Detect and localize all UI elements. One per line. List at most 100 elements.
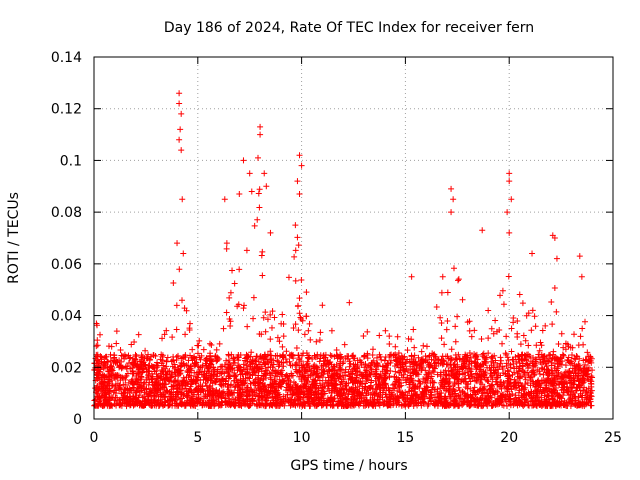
data-point [497, 292, 504, 299]
data-point [550, 388, 557, 395]
data-point [267, 348, 274, 355]
data-point [488, 382, 495, 389]
data-point [178, 147, 185, 154]
data-point [173, 326, 180, 333]
data-point [549, 321, 556, 328]
data-point [432, 354, 439, 361]
data-point [163, 372, 170, 379]
data-point [129, 359, 136, 366]
data-point [107, 357, 114, 364]
data-point [108, 402, 115, 409]
data-point [319, 302, 326, 309]
data-point [142, 361, 149, 368]
data-point [503, 360, 510, 367]
data-point [569, 384, 576, 391]
data-point [192, 402, 199, 409]
data-point [330, 372, 337, 379]
data-point [331, 378, 338, 385]
data-point [240, 157, 247, 164]
data-point [583, 386, 590, 393]
data-point [398, 389, 405, 396]
data-point [305, 374, 312, 381]
data-point [231, 280, 238, 287]
data-point [235, 301, 242, 308]
data-point [443, 326, 450, 333]
data-point [367, 391, 374, 398]
data-point [554, 390, 561, 397]
data-point [179, 297, 186, 304]
data-point [178, 362, 185, 369]
data-point [201, 368, 208, 375]
data-point [214, 366, 221, 373]
data-point [296, 368, 303, 375]
data-point [579, 325, 586, 332]
data-point [476, 363, 483, 370]
data-point [532, 395, 539, 402]
data-point [257, 354, 264, 361]
data-point [342, 372, 349, 379]
data-point [402, 401, 409, 408]
data-point [506, 178, 513, 185]
data-point [493, 378, 500, 385]
data-point [112, 359, 119, 366]
data-point [440, 383, 447, 390]
data-point [463, 401, 470, 408]
data-point [248, 188, 255, 195]
data-point [280, 321, 287, 328]
data-point [305, 399, 312, 406]
data-point [298, 378, 305, 385]
data-point [433, 362, 440, 369]
data-point [374, 375, 381, 382]
data-point [465, 372, 472, 379]
data-point [364, 328, 371, 335]
data-point [188, 363, 195, 370]
data-point [313, 401, 320, 408]
data-point [221, 361, 228, 368]
data-point [283, 348, 290, 355]
data-point [462, 384, 469, 391]
data-point [195, 368, 202, 375]
data-point [572, 397, 579, 404]
data-point [424, 402, 431, 409]
data-point [423, 343, 430, 350]
data-point [223, 357, 230, 364]
data-point [233, 376, 240, 383]
data-point [555, 341, 562, 348]
data-point [490, 330, 497, 337]
data-point [234, 354, 241, 361]
data-point [337, 399, 344, 406]
data-point [497, 360, 504, 367]
data-point [262, 328, 269, 335]
data-point [316, 337, 323, 344]
data-point [437, 314, 444, 321]
data-point [400, 394, 407, 401]
data-point [452, 338, 459, 345]
data-point [571, 331, 578, 338]
data-point [108, 372, 115, 379]
data-point [459, 364, 466, 371]
data-point [180, 391, 187, 398]
data-point [379, 389, 386, 396]
data-point [139, 353, 146, 360]
data-point [527, 382, 534, 389]
data-point [253, 353, 260, 360]
data-point [478, 390, 485, 397]
data-point [108, 343, 115, 350]
data-point [126, 389, 133, 396]
data-point [109, 394, 116, 401]
data-point [262, 361, 269, 368]
data-point [554, 363, 561, 370]
data-point [393, 360, 400, 367]
data-point [522, 376, 529, 383]
data-point [267, 387, 274, 394]
data-point [191, 399, 198, 406]
data-point [350, 379, 357, 386]
data-point [567, 396, 574, 403]
data-point [520, 363, 527, 370]
data-point [464, 319, 471, 326]
data-point [557, 400, 564, 407]
data-point [135, 394, 142, 401]
data-point [390, 352, 397, 359]
data-point [178, 110, 185, 117]
data-point [426, 394, 433, 401]
